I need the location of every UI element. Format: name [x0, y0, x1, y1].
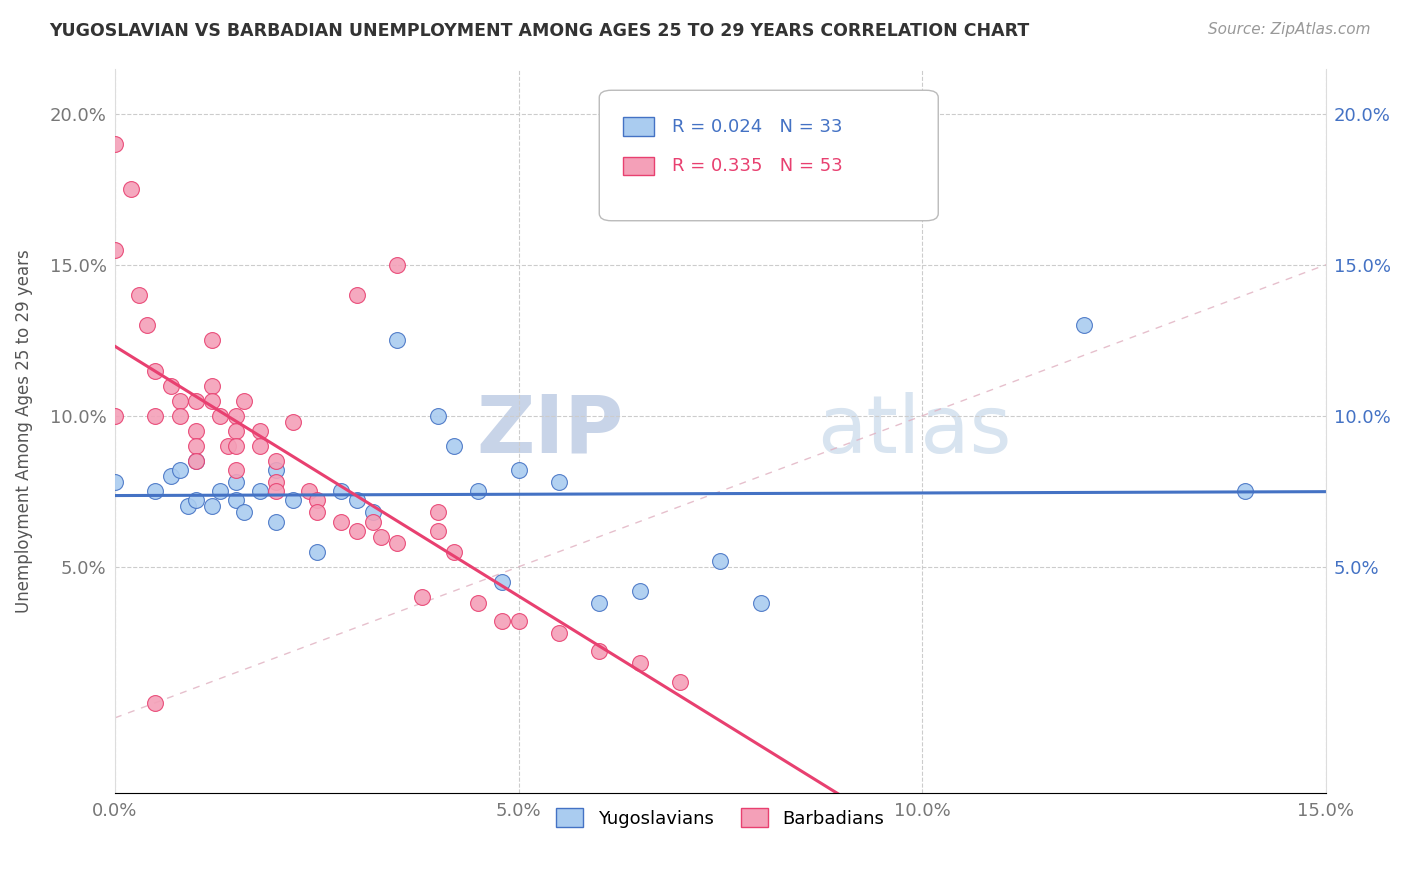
Point	[184, 424, 207, 438]
Point	[201, 378, 224, 392]
Point	[184, 439, 207, 453]
Point	[233, 393, 256, 408]
Point	[104, 475, 127, 490]
Point	[426, 506, 449, 520]
Text: R = 0.335   N = 53: R = 0.335 N = 53	[672, 157, 842, 176]
Point	[225, 463, 247, 477]
Point	[491, 614, 513, 628]
Point	[281, 415, 304, 429]
Point	[266, 515, 288, 529]
Point	[443, 545, 465, 559]
Point	[467, 484, 489, 499]
Point	[548, 626, 571, 640]
Point	[104, 409, 127, 423]
Point	[1073, 318, 1095, 333]
Point	[176, 500, 198, 514]
Point	[201, 393, 224, 408]
Point	[305, 545, 328, 559]
Point	[305, 493, 328, 508]
Text: R = 0.024   N = 33: R = 0.024 N = 33	[672, 118, 842, 136]
Point	[669, 674, 692, 689]
Point	[143, 409, 166, 423]
Point	[387, 258, 409, 272]
Point	[160, 469, 183, 483]
Point	[628, 584, 651, 599]
Point	[249, 439, 271, 453]
Point	[104, 136, 127, 151]
Point	[143, 484, 166, 499]
Point	[143, 696, 166, 710]
Point	[628, 657, 651, 671]
Point	[128, 288, 150, 302]
Point	[749, 596, 772, 610]
Point	[508, 614, 530, 628]
Point	[281, 493, 304, 508]
FancyBboxPatch shape	[623, 157, 654, 176]
Text: Source: ZipAtlas.com: Source: ZipAtlas.com	[1208, 22, 1371, 37]
Point	[361, 515, 384, 529]
Point	[169, 463, 191, 477]
Point	[160, 378, 183, 392]
Text: ZIP: ZIP	[477, 392, 623, 470]
Point	[225, 409, 247, 423]
Text: YUGOSLAVIAN VS BARBADIAN UNEMPLOYMENT AMONG AGES 25 TO 29 YEARS CORRELATION CHAR: YUGOSLAVIAN VS BARBADIAN UNEMPLOYMENT AM…	[49, 22, 1029, 40]
Point	[233, 506, 256, 520]
Point	[387, 334, 409, 348]
Point	[208, 409, 231, 423]
Point	[330, 484, 353, 499]
FancyBboxPatch shape	[599, 90, 938, 220]
Point	[467, 596, 489, 610]
Point	[346, 288, 368, 302]
Point	[201, 334, 224, 348]
Y-axis label: Unemployment Among Ages 25 to 29 years: Unemployment Among Ages 25 to 29 years	[15, 249, 32, 613]
Point	[346, 493, 368, 508]
Point	[169, 409, 191, 423]
Point	[184, 454, 207, 468]
Point	[426, 524, 449, 538]
Point	[298, 484, 321, 499]
Point	[491, 574, 513, 589]
Point	[588, 596, 610, 610]
Point	[443, 439, 465, 453]
Point	[120, 182, 142, 196]
Text: atlas: atlas	[817, 392, 1011, 470]
Point	[266, 463, 288, 477]
Point	[184, 493, 207, 508]
Point	[330, 515, 353, 529]
Point	[143, 363, 166, 377]
Point	[709, 554, 731, 568]
Point	[548, 475, 571, 490]
Point	[201, 500, 224, 514]
Point	[217, 439, 239, 453]
Point	[184, 393, 207, 408]
Point	[361, 506, 384, 520]
Point	[588, 644, 610, 658]
Legend: Yugoslavians, Barbadians: Yugoslavians, Barbadians	[550, 801, 891, 835]
Point	[266, 484, 288, 499]
Point	[225, 424, 247, 438]
Point	[225, 439, 247, 453]
Point	[249, 484, 271, 499]
Point	[426, 409, 449, 423]
Point	[225, 493, 247, 508]
Point	[249, 424, 271, 438]
Point	[208, 484, 231, 499]
Point	[225, 475, 247, 490]
Point	[104, 243, 127, 257]
FancyBboxPatch shape	[623, 118, 654, 136]
Point	[411, 590, 433, 604]
Point	[387, 535, 409, 549]
Point	[305, 506, 328, 520]
Point	[508, 463, 530, 477]
Point	[1233, 484, 1256, 499]
Point	[136, 318, 159, 333]
Point	[266, 454, 288, 468]
Point	[346, 524, 368, 538]
Point	[169, 393, 191, 408]
Point	[370, 530, 392, 544]
Point	[184, 454, 207, 468]
Point	[266, 475, 288, 490]
